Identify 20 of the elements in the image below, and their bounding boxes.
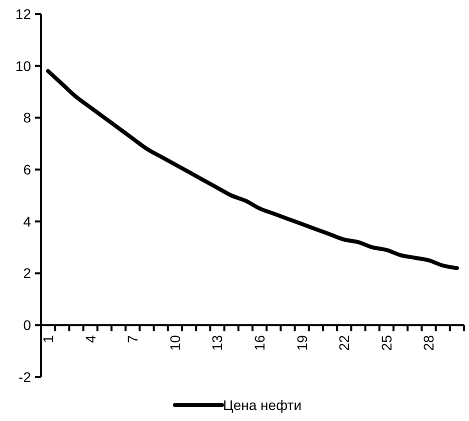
x-tick-label: 4 bbox=[82, 334, 98, 343]
x-tick-label: 19 bbox=[294, 334, 310, 351]
y-tick-label: 4 bbox=[23, 213, 32, 230]
legend-label: Цена нефти bbox=[223, 396, 302, 413]
y-tick-label: 8 bbox=[23, 110, 32, 126]
line-series bbox=[46, 69, 459, 270]
x-tick-label: 16 bbox=[251, 334, 268, 351]
y-tick-label: 10 bbox=[15, 58, 32, 74]
y-tick-label: 2 bbox=[23, 265, 32, 282]
y-tick-label: 6 bbox=[23, 161, 32, 178]
x-tick-label: 10 bbox=[166, 334, 183, 351]
x-tick-label: 7 bbox=[124, 334, 141, 343]
x-tick-label: 13 bbox=[209, 334, 226, 351]
x-tick-label: 25 bbox=[378, 334, 394, 351]
y-tick-label: -2 bbox=[18, 368, 32, 385]
x-tick-label: 22 bbox=[336, 334, 352, 351]
y-tick-label: 12 bbox=[15, 6, 32, 22]
x-tick-label: 28 bbox=[420, 334, 437, 351]
x-tick-label: 1 bbox=[40, 334, 56, 343]
y-tick-label: 0 bbox=[23, 317, 32, 334]
